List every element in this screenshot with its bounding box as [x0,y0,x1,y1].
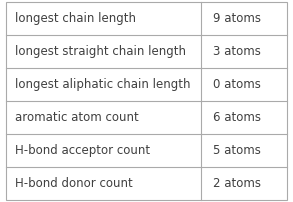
Text: longest chain length: longest chain length [15,12,136,25]
Text: longest straight chain length: longest straight chain length [15,45,186,58]
Text: longest aliphatic chain length: longest aliphatic chain length [15,78,190,91]
Text: H-bond acceptor count: H-bond acceptor count [15,144,150,157]
Text: 5 atoms: 5 atoms [213,144,261,157]
Text: 0 atoms: 0 atoms [213,78,261,91]
Text: 3 atoms: 3 atoms [213,45,261,58]
Text: 6 atoms: 6 atoms [213,111,261,124]
Text: aromatic atom count: aromatic atom count [15,111,138,124]
Text: 9 atoms: 9 atoms [213,12,261,25]
Text: 2 atoms: 2 atoms [213,177,261,190]
Text: H-bond donor count: H-bond donor count [15,177,132,190]
